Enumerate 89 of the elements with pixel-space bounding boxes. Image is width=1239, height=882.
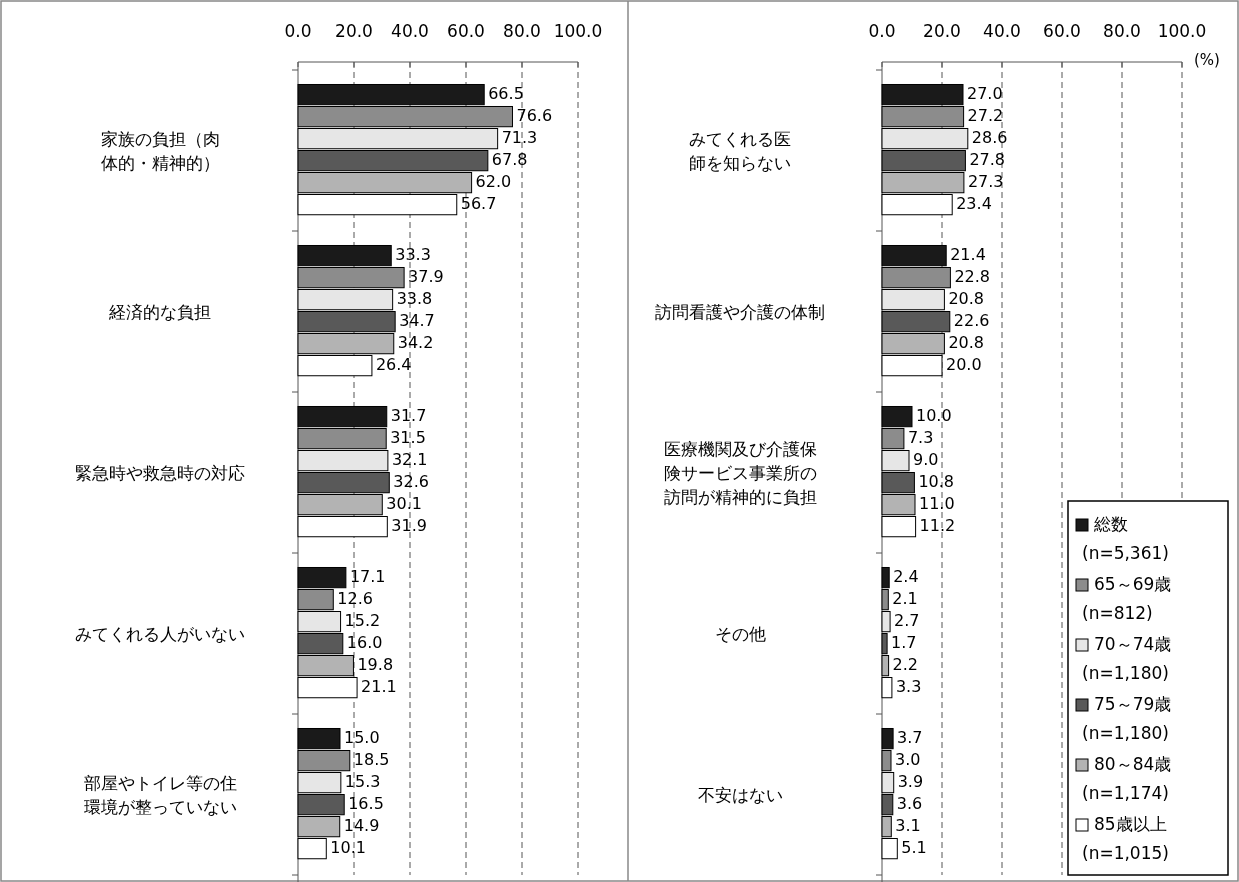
data-label: 16.0: [346, 633, 383, 653]
data-label: 11.2: [919, 516, 956, 536]
data-label: 20.0: [946, 355, 982, 375]
y-tick-label: 不安はない: [697, 784, 783, 805]
data-label: 56.7: [460, 194, 497, 214]
legend-label: 75～79歳 (n=1,180): [1082, 694, 1172, 743]
data-label: 5.1: [901, 838, 927, 858]
data-label: 3.6: [896, 794, 923, 814]
data-label: 10.8: [918, 472, 955, 492]
data-label: 27.2: [967, 106, 1004, 126]
data-label: 16.5: [348, 794, 384, 814]
data-label: 71.3: [501, 128, 538, 148]
data-label: 3.3: [895, 677, 922, 697]
data-label: 37.9: [408, 267, 444, 287]
legend-label: 70～74歳 (n=1,180): [1082, 634, 1172, 683]
data-label: 2.2: [892, 655, 919, 675]
legend-label: 80～84歳 (n=1,174): [1082, 754, 1172, 803]
x-axis-title: (%): [1194, 50, 1220, 69]
x-tick-label: 40.0: [391, 21, 429, 41]
data-label: 27.3: [967, 172, 1004, 192]
data-label: 20.8: [948, 333, 985, 353]
x-tick-label: 20.0: [923, 21, 961, 41]
data-label: 32.1: [391, 450, 428, 470]
data-label: 31.7: [390, 406, 427, 426]
data-label: 3.9: [897, 772, 924, 792]
data-label: 3.1: [895, 816, 921, 836]
y-tick-label: みてくれる医師を知らない: [689, 128, 791, 173]
legend-label: 総数 (n=5,361): [1082, 514, 1169, 563]
data-label: 9.0: [913, 450, 939, 470]
data-label: 66.5: [488, 84, 524, 104]
x-tick-label: 0.0: [284, 21, 312, 41]
data-label: 2.7: [894, 611, 920, 631]
data-label: 28.6: [971, 128, 1008, 148]
data-label: 27.0: [967, 84, 1003, 104]
data-label: 27.8: [969, 150, 1006, 170]
data-label: 76.6: [516, 106, 553, 126]
data-label: 31.5: [390, 428, 426, 448]
x-tick-label: 100.0: [553, 21, 603, 41]
data-label: 21.1: [361, 677, 397, 697]
data-label: 10.1: [330, 838, 366, 858]
y-tick-label: 部屋やトイレ等の住環境が整っていない: [83, 772, 237, 817]
y-tick-label: 緊急時や救急時の対応: [75, 462, 245, 483]
data-label: 2.1: [892, 589, 918, 609]
y-tick-label: その他: [714, 623, 766, 644]
x-tick-label: 20.0: [335, 21, 373, 41]
x-tick-label: 80.0: [503, 21, 541, 41]
data-label: 34.2: [397, 333, 434, 353]
data-label: 2.4: [893, 567, 919, 587]
y-tick-label: 医療機関及び介護保険サービス事業所の訪問が精神的に負担: [663, 438, 817, 507]
data-label: 20.8: [948, 289, 985, 309]
y-tick-label: 経済的な負担: [108, 301, 211, 322]
data-label: 15.3: [344, 772, 381, 792]
data-label: 10.0: [916, 406, 952, 426]
data-label: 12.6: [337, 589, 373, 609]
x-tick-label: 40.0: [983, 21, 1021, 41]
y-tick-label: 訪問看護や介護の体制: [655, 301, 825, 322]
data-label: 31.9: [391, 516, 427, 536]
data-label: 21.4: [950, 245, 986, 265]
legend-label: 65～69歳 (n=812): [1082, 574, 1172, 623]
data-label: 22.8: [954, 267, 991, 287]
data-label: 26.4: [375, 355, 412, 375]
data-label: 33.3: [395, 245, 431, 265]
data-label: 32.6: [393, 472, 429, 492]
x-tick-label: 60.0: [1043, 21, 1081, 41]
data-label: 19.8: [357, 655, 394, 675]
data-label: 30.1: [386, 494, 422, 514]
data-label: 67.8: [491, 150, 528, 170]
data-label: 17.1: [349, 567, 386, 587]
legend-label: 85歳以上 (n=1,015): [1082, 814, 1169, 863]
x-tick-label: 0.0: [868, 21, 896, 41]
data-label: 3.0: [895, 750, 921, 770]
data-label: 33.8: [396, 289, 433, 309]
y-tick-label: みてくれる人がいない: [75, 623, 245, 644]
data-label: 23.4: [956, 194, 992, 214]
data-label: 62.0: [475, 172, 512, 192]
x-tick-label: 100.0: [1157, 21, 1207, 41]
data-label: 7.3: [907, 428, 934, 448]
data-label: 15.2: [344, 611, 381, 631]
data-label: 3.7: [897, 728, 923, 748]
y-tick-label: 家族の負担（肉体的・精神的）: [100, 128, 220, 173]
data-label: 34.7: [399, 311, 435, 331]
data-label: 11.0: [919, 494, 955, 514]
data-label: 18.5: [353, 750, 390, 770]
x-tick-label: 80.0: [1103, 21, 1141, 41]
x-tick-label: 60.0: [447, 21, 485, 41]
data-label: 14.9: [343, 816, 380, 836]
data-label: 15.0: [344, 728, 380, 748]
data-label: 1.7: [891, 633, 917, 653]
data-label: 22.6: [953, 311, 990, 331]
